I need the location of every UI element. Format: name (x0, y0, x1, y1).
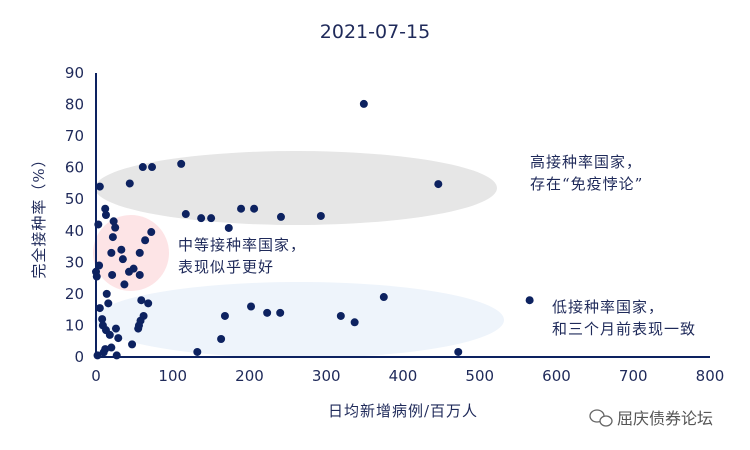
data-point (224, 223, 233, 232)
y-tick-label: 0 (74, 348, 84, 366)
data-point (92, 272, 101, 281)
data-point (108, 233, 117, 242)
data-point (147, 228, 156, 237)
wechat-icon (589, 409, 613, 427)
watermark-text: 屈庆债券论坛 (617, 409, 713, 428)
data-point (263, 308, 272, 317)
data-point (111, 324, 120, 333)
x-tick-label: 700 (619, 367, 648, 385)
data-point (104, 299, 113, 308)
y-tick-label: 40 (65, 222, 84, 240)
data-point (120, 280, 129, 289)
data-point (350, 318, 359, 327)
y-tick-label: 20 (65, 285, 84, 303)
data-point (102, 289, 111, 298)
data-point (137, 296, 146, 305)
data-point (134, 324, 143, 333)
data-point (135, 270, 144, 279)
data-point (117, 245, 126, 254)
y-tick-label: 30 (65, 253, 84, 271)
x-tick-label: 500 (465, 367, 494, 385)
data-point (336, 311, 345, 320)
y-tick-label: 90 (65, 64, 84, 82)
x-tick-label: 0 (91, 367, 101, 385)
data-point (237, 204, 246, 213)
data-point (454, 347, 463, 356)
data-point (129, 264, 138, 273)
data-point (525, 296, 534, 305)
data-point (359, 99, 368, 108)
y-tick-label: 80 (65, 96, 84, 114)
data-point (247, 302, 256, 311)
x-tick-label: 400 (389, 367, 418, 385)
annotation-text: 低接种率国家， (552, 298, 664, 316)
data-point (193, 347, 202, 356)
data-point (107, 343, 116, 352)
data-point (141, 236, 150, 245)
data-point (379, 293, 388, 302)
data-point (144, 299, 153, 308)
data-point (95, 304, 104, 313)
data-point (128, 340, 137, 349)
y-tick-label: 70 (65, 127, 84, 145)
data-point (276, 308, 285, 317)
data-point (111, 223, 120, 232)
data-point (114, 334, 123, 343)
x-tick-label: 100 (158, 367, 187, 385)
data-point (95, 261, 104, 270)
low-vaccination-region (94, 282, 504, 358)
annotation-text: 中等接种率国家， (178, 236, 306, 254)
data-point (250, 204, 259, 213)
y-axis-label: 完全接种率（%） (30, 151, 48, 278)
high-vaccination-region (95, 151, 497, 225)
annotation-text: 存在“免疫悖论” (530, 175, 643, 193)
data-point (101, 345, 110, 354)
data-point (138, 163, 147, 172)
data-point (109, 217, 118, 226)
data-point (197, 214, 206, 223)
data-point (220, 311, 229, 320)
data-point (181, 210, 190, 219)
annotation-text: 和三个月前表现一致 (552, 320, 696, 338)
x-tick-label: 600 (542, 367, 571, 385)
data-point (217, 335, 226, 344)
x-tick-label: 200 (235, 367, 264, 385)
y-tick-label: 50 (65, 190, 84, 208)
annotation-text: 高接种率国家， (530, 153, 642, 171)
data-point (95, 182, 104, 191)
x-tick-label: 800 (696, 367, 725, 385)
data-point (98, 315, 107, 324)
data-point (276, 212, 285, 221)
data-point (135, 248, 144, 257)
data-point (94, 220, 103, 229)
data-point (112, 351, 121, 360)
data-point (316, 211, 325, 220)
x-axis-label: 日均新增病例/百万人 (328, 402, 478, 420)
data-point (108, 270, 117, 279)
data-point (93, 351, 102, 360)
data-point (101, 204, 110, 213)
data-point (101, 211, 110, 219)
chart-title: 2021-07-15 (320, 21, 430, 43)
data-point (105, 330, 114, 339)
annotation-text: 表现似乎更好 (178, 258, 274, 276)
y-tick-label: 10 (65, 316, 84, 334)
data-point (207, 214, 216, 223)
data-point (148, 163, 157, 172)
data-point (125, 179, 134, 188)
watermark: 屈庆债券论坛 (589, 409, 713, 428)
data-point (177, 159, 186, 168)
data-point (118, 255, 127, 264)
y-tick-label: 60 (65, 159, 84, 177)
medium-vaccination-region (93, 215, 169, 291)
data-point (107, 248, 116, 257)
data-point (434, 180, 443, 189)
x-tick-label: 300 (312, 367, 341, 385)
